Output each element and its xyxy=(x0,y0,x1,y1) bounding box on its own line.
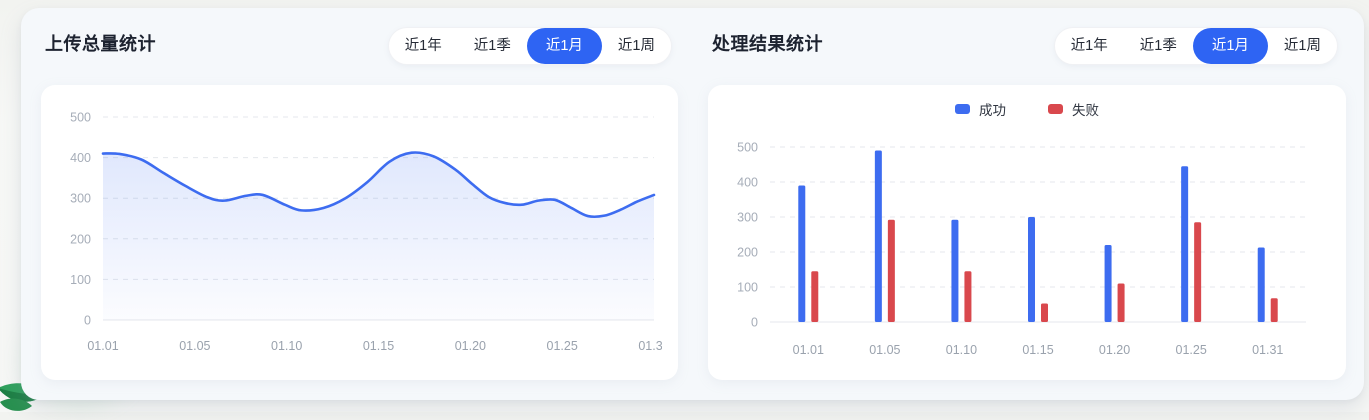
svg-text:100: 100 xyxy=(737,281,758,295)
svg-text:01.15: 01.15 xyxy=(363,339,394,353)
svg-text:01.25: 01.25 xyxy=(1176,343,1207,357)
process-range-1year[interactable]: 近1年 xyxy=(1070,38,1108,54)
upload-total-title: 上传总量统计 xyxy=(45,34,156,54)
legend-fail-label: 失败 xyxy=(1072,103,1099,118)
legend-success-swatch-icon xyxy=(955,104,970,114)
svg-text:01.01: 01.01 xyxy=(793,343,824,357)
svg-text:01.10: 01.10 xyxy=(946,343,977,357)
process-range-1month[interactable]: 近1月 xyxy=(1192,28,1268,64)
svg-text:300: 300 xyxy=(70,192,91,206)
svg-text:01.05: 01.05 xyxy=(869,343,900,357)
legend-fail-swatch-icon xyxy=(1048,104,1063,114)
legend-success[interactable]: 成功 xyxy=(955,99,1006,119)
svg-text:01.05: 01.05 xyxy=(179,339,210,353)
svg-text:01.31: 01.31 xyxy=(638,339,662,353)
process-range-1week[interactable]: 近1周 xyxy=(1283,38,1321,54)
statistics-dashboard-card: 上传总量统计 近1年 近1季 近1月 近1周 处理结果统计 近1年 近1季 近1… xyxy=(21,8,1364,400)
svg-text:400: 400 xyxy=(70,151,91,165)
svg-text:0: 0 xyxy=(84,314,91,328)
process-range-1quarter[interactable]: 近1季 xyxy=(1139,38,1177,54)
legend-success-label: 成功 xyxy=(979,103,1006,118)
svg-text:400: 400 xyxy=(737,176,758,190)
svg-text:01.20: 01.20 xyxy=(1099,343,1130,357)
upload-time-range-selector: 近1年 近1季 近1月 近1周 xyxy=(387,27,672,65)
svg-text:500: 500 xyxy=(70,111,91,125)
upload-range-1month[interactable]: 近1月 xyxy=(526,28,602,64)
svg-text:0: 0 xyxy=(751,316,758,330)
upload-total-chart-card: 0 100 200 300 400 500 01.01 01.05 01.10 01.15 01.2… xyxy=(41,85,678,380)
process-time-range-selector: 近1年 近1季 近1月 近1周 xyxy=(1053,27,1338,65)
upload-range-1quarter[interactable]: 近1季 xyxy=(473,38,511,54)
process-result-title: 处理结果统计 xyxy=(712,34,823,54)
svg-text:100: 100 xyxy=(70,273,91,287)
svg-text:01.20: 01.20 xyxy=(455,339,486,353)
svg-text:01.25: 01.25 xyxy=(547,339,578,353)
bar-chart-legend: 成功 失败 xyxy=(724,99,1330,119)
svg-text:500: 500 xyxy=(737,141,758,155)
process-result-bar-chart: 0 100 200 300 400 500 01.01 01.05 01.10 01.15 01.2… xyxy=(737,141,1306,357)
process-result-chart-card: 成功 失败 0 100 200 300 400 500 01.01 01.05 01.10 01.… xyxy=(708,85,1346,380)
upload-range-1year[interactable]: 近1年 xyxy=(404,38,442,54)
svg-text:01.31: 01.31 xyxy=(1252,343,1283,357)
svg-text:200: 200 xyxy=(70,232,91,246)
upload-total-line-chart: 0 100 200 300 400 500 01.01 01.05 01.10 01.15 01.2… xyxy=(70,111,662,354)
svg-text:200: 200 xyxy=(737,246,758,260)
svg-text:01.10: 01.10 xyxy=(271,339,302,353)
svg-text:01.01: 01.01 xyxy=(87,339,118,353)
legend-fail[interactable]: 失败 xyxy=(1048,99,1099,119)
upload-range-1week[interactable]: 近1周 xyxy=(617,38,655,54)
svg-text:300: 300 xyxy=(737,211,758,225)
svg-text:01.15: 01.15 xyxy=(1022,343,1053,357)
